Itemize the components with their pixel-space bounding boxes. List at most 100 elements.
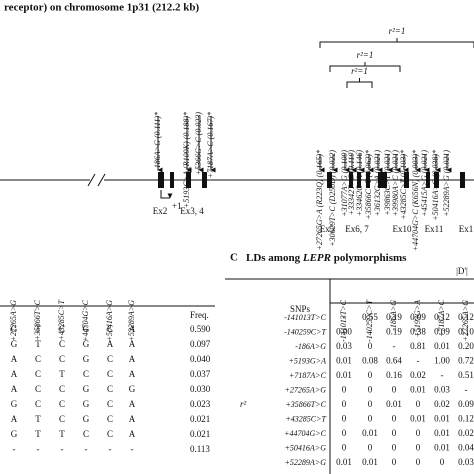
- freq: 0.040: [190, 354, 211, 364]
- allele: C: [35, 369, 41, 379]
- allele: G: [11, 399, 18, 409]
- allele: -: [131, 444, 134, 454]
- ld-cell: 0: [342, 385, 347, 395]
- allele: T: [35, 324, 41, 334]
- allele: T: [35, 414, 41, 424]
- ld-title-part: LDs among: [246, 252, 303, 264]
- snp-label: +35866C>T (0.062)*: [364, 150, 373, 220]
- ld-cell: 0.01: [336, 356, 352, 366]
- exon-label: Ex11: [425, 224, 444, 234]
- ld-cell: 0.19: [386, 327, 402, 337]
- ld-cell: 0: [342, 414, 347, 424]
- break: [87, 173, 96, 187]
- ld-title: LDs among LEPR polymorphisms: [246, 252, 407, 264]
- allele: G: [83, 384, 90, 394]
- snp-label: +36132G>A (0.021): [373, 150, 382, 217]
- allele: G: [11, 324, 18, 334]
- exon: [378, 172, 387, 188]
- exon: [186, 172, 191, 188]
- freq: 0.037: [190, 369, 211, 379]
- ld-cell: 0.01: [434, 341, 450, 351]
- ld-col: +5193G>A: [413, 300, 422, 338]
- allele: A: [129, 339, 136, 349]
- exon-label: Ex3, 4: [180, 206, 204, 216]
- allele: C: [35, 399, 41, 409]
- hap-col: +50416A>G: [105, 300, 114, 342]
- allele: -: [13, 444, 16, 454]
- allele: C: [35, 384, 41, 394]
- snp-label: +5193G>A (R109K) (0.188)*: [182, 112, 191, 208]
- ld-cell: -: [441, 370, 444, 380]
- ld-cell: 0.09: [410, 312, 426, 322]
- ld-cell: 0.03: [434, 385, 450, 395]
- snp-label: +44704G>C (K656N) (0.003)*: [411, 150, 420, 251]
- allele: A: [11, 369, 18, 379]
- exon-label: Ex6, 7: [345, 224, 369, 234]
- freq: 0.113: [190, 444, 210, 454]
- ld-cell: 0.12: [434, 312, 450, 322]
- freq-header: Freq.: [190, 310, 209, 320]
- exon-label: Ex10: [393, 224, 412, 234]
- hap-col: +35866T>C: [33, 299, 42, 340]
- freq: 0.021: [190, 414, 210, 424]
- exon: [357, 172, 361, 188]
- ld-cell: 0.16: [386, 370, 402, 380]
- ld-cell: 0: [416, 443, 421, 453]
- hap-col: +27265A>G: [9, 300, 18, 342]
- dprime: |D'|: [456, 266, 468, 276]
- ld-cell: -: [343, 312, 346, 322]
- ld-cell: 0: [368, 385, 373, 395]
- allele: G: [11, 339, 18, 349]
- ld-cell: 0.09: [458, 399, 474, 409]
- ld-title-part: polymorphisms: [331, 252, 407, 264]
- allele: A: [129, 354, 136, 364]
- freq: 0.097: [190, 339, 211, 349]
- allele: G: [11, 429, 18, 439]
- allele: T: [59, 369, 65, 379]
- ld-cell: 1.00: [434, 356, 450, 366]
- snp-label: +5366G>C (0.023): [194, 112, 203, 176]
- allele: G: [83, 399, 90, 409]
- ld-cell: 0: [342, 443, 347, 453]
- allele: G: [129, 384, 136, 394]
- exon: [349, 172, 353, 188]
- ld-cell: 0: [342, 428, 347, 438]
- snp-label: +52289A>G (0.021): [442, 150, 451, 217]
- ld-cell: 0: [368, 414, 373, 424]
- allele: A: [129, 414, 136, 424]
- allele: G: [83, 339, 90, 349]
- allele: A: [11, 414, 18, 424]
- ld-cell: 0.01: [434, 428, 450, 438]
- snp-label: +27265G>A (R223Q) (0.165)*: [315, 150, 324, 251]
- ld-cell: 0.64: [386, 356, 402, 366]
- ld-col: -141013T>C: [339, 299, 348, 342]
- ld-row-label: -186A>G: [295, 342, 326, 351]
- ld-cell: 0.01: [434, 443, 450, 453]
- ld-cell: 0.72: [458, 356, 474, 366]
- ld-cell: 0.01: [410, 414, 426, 424]
- ld-cell: 0.01: [362, 457, 378, 467]
- snp-label: +33462C>A (0.146): [355, 150, 364, 217]
- allele: C: [59, 414, 65, 424]
- ld-cell: 0.00: [336, 327, 352, 337]
- ld-label: r²=1: [389, 26, 406, 36]
- ld-cell: 0.09: [434, 327, 450, 337]
- ld-title-part: LEPR: [302, 252, 331, 264]
- allele: C: [107, 369, 113, 379]
- exon: [366, 172, 370, 188]
- ld-cell: 0: [416, 399, 421, 409]
- snp-label: +30629T>C (D250D) (0.022): [328, 150, 337, 247]
- ld-bracket: [346, 78, 373, 88]
- allele: T: [59, 429, 65, 439]
- ld-col: -186A>G: [389, 300, 398, 331]
- ld-cell: 0: [368, 370, 373, 380]
- ld-row-label: +43285C>T: [285, 414, 326, 423]
- ld-cell: 0.10: [458, 327, 474, 337]
- ld-cell: 0.51: [458, 370, 474, 380]
- allele: A: [129, 369, 136, 379]
- ld-cell: 0.01: [336, 457, 352, 467]
- allele: C: [107, 414, 113, 424]
- exon: [404, 172, 409, 188]
- ld-row-label: +27265A>G: [285, 385, 327, 394]
- ld-cell: 0: [416, 457, 421, 467]
